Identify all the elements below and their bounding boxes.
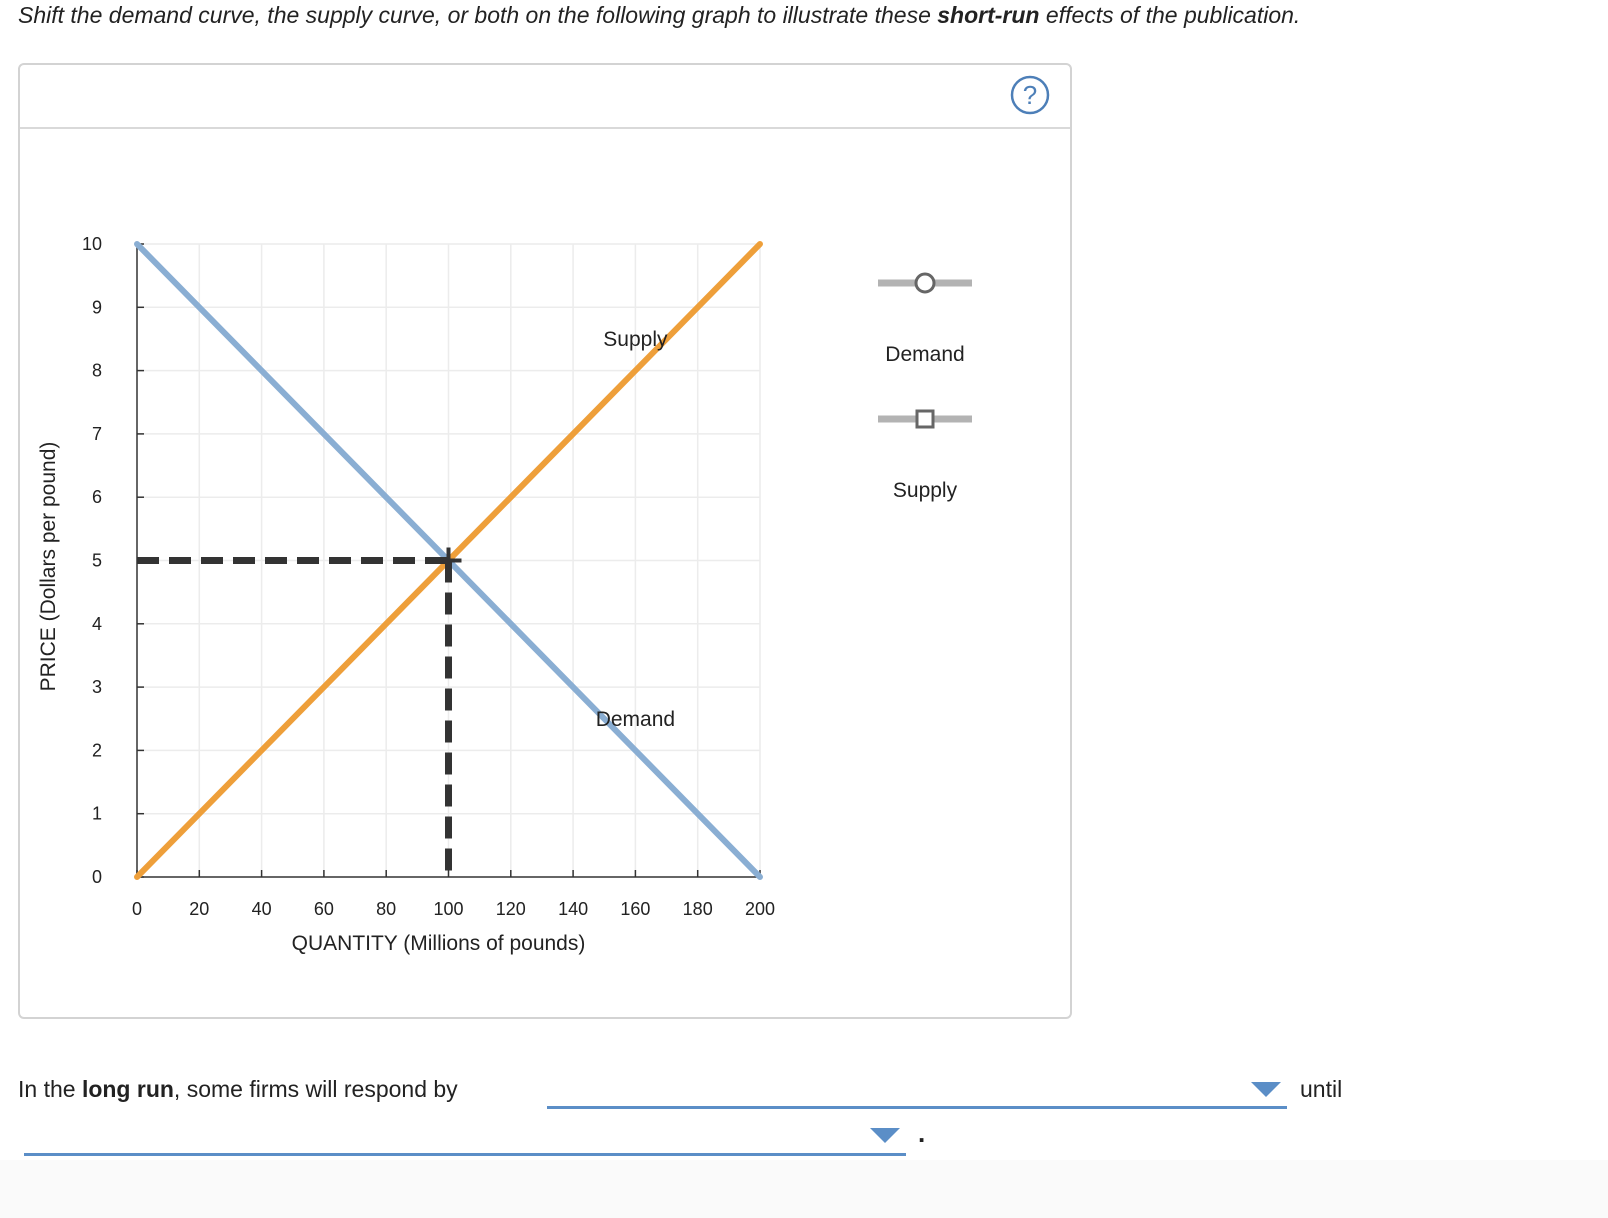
y-tick-label: 6 — [92, 487, 102, 507]
footer-bar — [0, 1160, 1608, 1218]
y-tick-label: 8 — [92, 361, 102, 381]
y-tick-label: 7 — [92, 424, 102, 444]
circle-handle-icon[interactable] — [914, 272, 936, 294]
x-tick-label: 0 — [132, 899, 142, 919]
y-tick-label: 2 — [92, 740, 102, 760]
graph-panel-header: ? — [20, 65, 1070, 129]
x-tick-label: 120 — [496, 899, 526, 919]
y-axis-title: PRICE (Dollars per pound) — [37, 442, 60, 692]
demand-curve-label: Demand — [596, 708, 675, 731]
long-run-response-dropdown[interactable] — [547, 1078, 1287, 1109]
x-tick-label: 200 — [745, 899, 775, 919]
y-tick-label: 4 — [92, 614, 102, 634]
equilibrium-cross-icon[interactable] — [435, 547, 462, 574]
supply-tool-label: Supply — [893, 479, 958, 502]
help-label: ? — [1023, 80, 1037, 110]
x-tick-label: 20 — [189, 899, 209, 919]
sentence-period: . — [918, 1118, 926, 1148]
graph-panel: ? — [18, 63, 1072, 1019]
instruction-bold: short-run — [937, 2, 1040, 28]
y-tick-label: 5 — [92, 551, 102, 571]
demand-tool-label: Demand — [885, 343, 964, 366]
x-tick-label: 80 — [376, 899, 396, 919]
x-tick-label: 60 — [314, 899, 334, 919]
chevron-down-icon — [870, 1128, 900, 1143]
x-tick-label: 100 — [433, 899, 463, 919]
long-run-post: , some firms will respond by — [173, 1076, 458, 1102]
x-tick-label: 140 — [558, 899, 588, 919]
until-text: until — [1300, 1076, 1343, 1102]
x-tick-label: 40 — [252, 899, 272, 919]
square-handle-icon[interactable] — [915, 409, 935, 429]
y-tick-label: 0 — [92, 867, 102, 887]
y-tick-label: 3 — [92, 677, 102, 697]
long-run-text: In the long run, some firms will respond… — [18, 1076, 458, 1103]
y-tick-label: 1 — [92, 804, 102, 824]
y-tick-label: 9 — [92, 297, 102, 317]
x-tick-label: 160 — [620, 899, 650, 919]
long-run-bold: long run — [81, 1076, 174, 1102]
question-circle-icon[interactable]: ? — [1010, 75, 1050, 115]
instruction-pre: Shift the demand curve, the supply curve… — [18, 2, 938, 28]
x-tick-label: 180 — [683, 899, 713, 919]
x-axis-title: QUANTITY (Millions of pounds) — [292, 932, 586, 955]
y-tick-label: 10 — [82, 234, 102, 254]
long-run-pre: In the — [18, 1076, 82, 1102]
instruction-post: effects of the publication. — [1039, 2, 1301, 28]
supply-curve-label: Supply — [603, 328, 668, 351]
long-run-until-dropdown[interactable] — [24, 1124, 906, 1156]
chevron-down-icon — [1251, 1082, 1281, 1097]
instruction-text: Shift the demand curve, the supply curve… — [18, 2, 1300, 29]
